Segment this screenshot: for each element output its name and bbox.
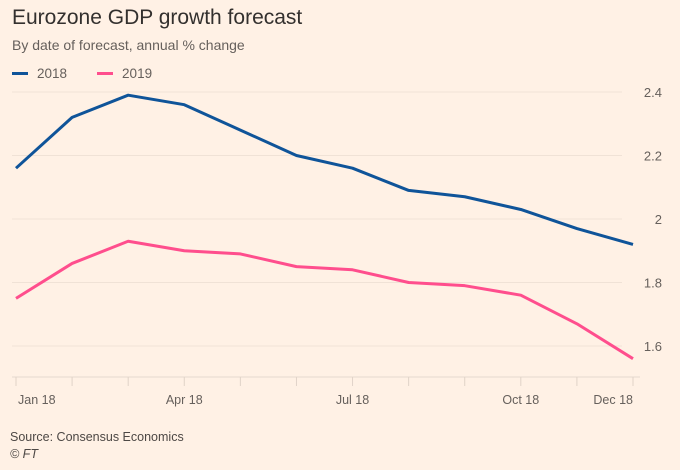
copyright-note: © FT xyxy=(10,447,38,461)
chart-title: Eurozone GDP growth forecast xyxy=(12,6,303,29)
x-tick-label: Jul 18 xyxy=(336,393,369,407)
y-tick-label: 2 xyxy=(655,212,662,227)
legend-swatch-2019 xyxy=(97,72,114,75)
legend: 2018 2019 xyxy=(12,66,152,81)
y-tick-label: 2.4 xyxy=(644,85,662,100)
x-tick-label: Jan 18 xyxy=(18,393,56,407)
series-line-2019 xyxy=(15,239,634,360)
y-tick-label: 1.6 xyxy=(644,339,662,354)
y-tick-label: 2.2 xyxy=(644,149,662,164)
series-line-2018 xyxy=(14,93,634,246)
chart-subtitle: By date of forecast, annual % change xyxy=(12,37,245,53)
x-tick-label: Oct 18 xyxy=(502,393,539,407)
x-tick-label: Apr 18 xyxy=(166,393,203,407)
source-note: Source: Consensus Economics xyxy=(10,430,184,444)
legend-item-2018: 2018 xyxy=(12,66,67,81)
legend-swatch-2018 xyxy=(12,72,28,75)
legend-label-2018: 2018 xyxy=(37,66,68,81)
legend-item-2019: 2019 xyxy=(97,66,152,81)
x-tick-label: Dec 18 xyxy=(593,393,633,407)
y-tick-label: 1.8 xyxy=(644,276,662,291)
legend-label-2019: 2019 xyxy=(122,66,153,81)
